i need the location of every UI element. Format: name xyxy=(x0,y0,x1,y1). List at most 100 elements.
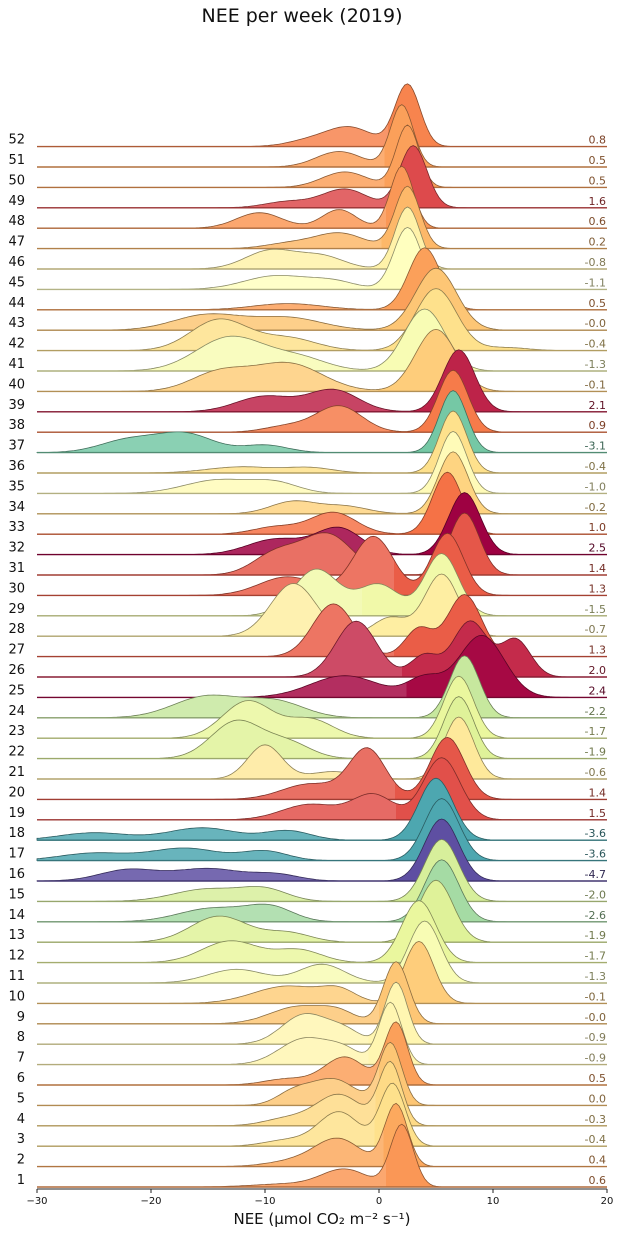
week-value-13: -1.9 xyxy=(585,929,606,942)
week-value-27: 1.3 xyxy=(589,644,607,657)
week-label-42: 42 xyxy=(8,337,25,352)
ridge-density-week-42 xyxy=(37,288,607,351)
week-value-24: -2.2 xyxy=(585,705,606,718)
week-value-50: 0.5 xyxy=(589,174,607,187)
week-label-17: 17 xyxy=(8,847,25,862)
x-tick-label: −30 xyxy=(26,1196,47,1207)
ridge-week-10: 10 -0.1 xyxy=(8,940,607,1004)
x-tick-label: 10 xyxy=(487,1196,500,1207)
ridge-week-14: 14 -2.6 xyxy=(8,859,607,923)
ridge-week-13: 13 -1.9 xyxy=(8,879,607,943)
ridge-week-50: 50 0.5 xyxy=(8,124,607,188)
week-value-5: 0.0 xyxy=(589,1092,607,1105)
ridge-density-week-40 xyxy=(37,328,607,392)
ridge-week-2: 2 0.4 xyxy=(17,1102,607,1168)
week-value-2: 0.4 xyxy=(589,1154,607,1167)
week-value-39: 2.1 xyxy=(589,399,607,412)
ridge-density-week-41 xyxy=(37,308,607,372)
week-label-38: 38 xyxy=(8,418,25,433)
ridge-week-43: 43 -0.0 xyxy=(8,267,607,331)
week-label-16: 16 xyxy=(8,867,25,882)
week-value-7: -0.9 xyxy=(585,1052,606,1065)
week-value-51: 0.5 xyxy=(589,154,607,167)
week-value-26: 2.0 xyxy=(589,664,607,677)
week-label-3: 3 xyxy=(17,1132,25,1147)
x-tick-label: −10 xyxy=(254,1196,275,1207)
week-value-14: -2.6 xyxy=(585,909,606,922)
ridge-week-52: 52 0.8 xyxy=(8,83,607,148)
week-value-41: -1.3 xyxy=(585,358,606,371)
x-tick-label: −20 xyxy=(140,1196,161,1207)
week-value-28: -0.7 xyxy=(585,623,606,636)
week-label-23: 23 xyxy=(8,724,25,739)
week-label-25: 25 xyxy=(8,683,25,698)
week-label-20: 20 xyxy=(8,785,25,800)
ridge-density-week-34 xyxy=(37,451,607,515)
week-label-9: 9 xyxy=(17,1010,25,1025)
week-label-52: 52 xyxy=(8,133,25,148)
ridge-week-46: 46 -0.8 xyxy=(8,206,607,270)
week-value-22: -1.9 xyxy=(585,746,606,759)
week-label-39: 39 xyxy=(8,398,25,413)
week-value-29: -1.5 xyxy=(585,603,606,616)
x-tick-label: 0 xyxy=(376,1196,382,1207)
week-value-12: -1.7 xyxy=(585,950,606,963)
ridge-week-47: 47 0.2 xyxy=(8,185,607,250)
week-value-40: -0.1 xyxy=(585,378,606,391)
week-value-46: -0.8 xyxy=(585,256,606,269)
week-value-36: -0.4 xyxy=(585,460,606,473)
week-label-26: 26 xyxy=(8,663,25,678)
week-value-25: 2.4 xyxy=(589,684,607,697)
week-label-12: 12 xyxy=(8,949,25,964)
week-label-45: 45 xyxy=(8,275,25,290)
week-label-31: 31 xyxy=(8,561,25,576)
week-value-45: -1.1 xyxy=(585,276,606,289)
week-value-37: -3.1 xyxy=(585,440,606,453)
week-value-30: 1.3 xyxy=(589,582,607,595)
week-value-43: -0.0 xyxy=(585,317,606,330)
week-label-41: 41 xyxy=(8,357,25,372)
x-axis-ticks: −30 −20 −10 0 10 20 xyxy=(26,1189,613,1207)
week-label-51: 51 xyxy=(8,153,25,168)
week-label-43: 43 xyxy=(8,316,25,331)
ridge-week-34: 34 -0.2 xyxy=(8,451,607,515)
week-value-52: 0.8 xyxy=(589,134,607,147)
week-label-2: 2 xyxy=(17,1153,25,1168)
week-value-32: 2.5 xyxy=(589,542,607,555)
week-label-18: 18 xyxy=(8,826,25,841)
week-label-40: 40 xyxy=(8,377,25,392)
week-label-14: 14 xyxy=(8,908,25,923)
ridge-week-8: 8 -0.9 xyxy=(17,981,607,1045)
week-value-42: -0.4 xyxy=(585,338,606,351)
week-label-44: 44 xyxy=(8,296,25,311)
week-label-19: 19 xyxy=(8,806,25,821)
week-label-37: 37 xyxy=(8,439,25,454)
week-label-10: 10 xyxy=(8,989,25,1004)
week-value-49: 1.6 xyxy=(589,195,607,208)
week-label-7: 7 xyxy=(17,1051,25,1066)
week-label-47: 47 xyxy=(8,235,25,250)
week-label-11: 11 xyxy=(8,969,25,984)
week-label-5: 5 xyxy=(17,1091,25,1106)
week-value-31: 1.4 xyxy=(589,562,607,575)
ridge-week-45: 45 -1.1 xyxy=(8,226,607,290)
ridge-density-week-11 xyxy=(37,920,607,984)
week-label-28: 28 xyxy=(8,622,25,637)
week-value-15: -2.0 xyxy=(585,888,606,901)
week-value-21: -0.6 xyxy=(585,766,606,779)
ridge-week-1: 1 0.6 xyxy=(17,1123,607,1188)
week-value-33: 1.0 xyxy=(589,521,607,534)
week-value-20: 1.4 xyxy=(589,786,607,799)
week-label-4: 4 xyxy=(17,1112,25,1127)
week-value-1: 0.6 xyxy=(589,1174,607,1187)
ridge-week-16: 16 -4.7 xyxy=(8,818,607,882)
week-label-36: 36 xyxy=(8,459,25,474)
ridge-week-41: 41 -1.3 xyxy=(8,308,607,372)
ridge-week-19: 19 1.5 xyxy=(8,757,607,821)
week-label-46: 46 xyxy=(8,255,25,270)
week-label-34: 34 xyxy=(8,500,25,515)
week-label-24: 24 xyxy=(8,704,25,719)
week-label-21: 21 xyxy=(8,765,25,780)
week-label-29: 29 xyxy=(8,602,25,617)
ridge-density-week-20 xyxy=(37,736,607,800)
